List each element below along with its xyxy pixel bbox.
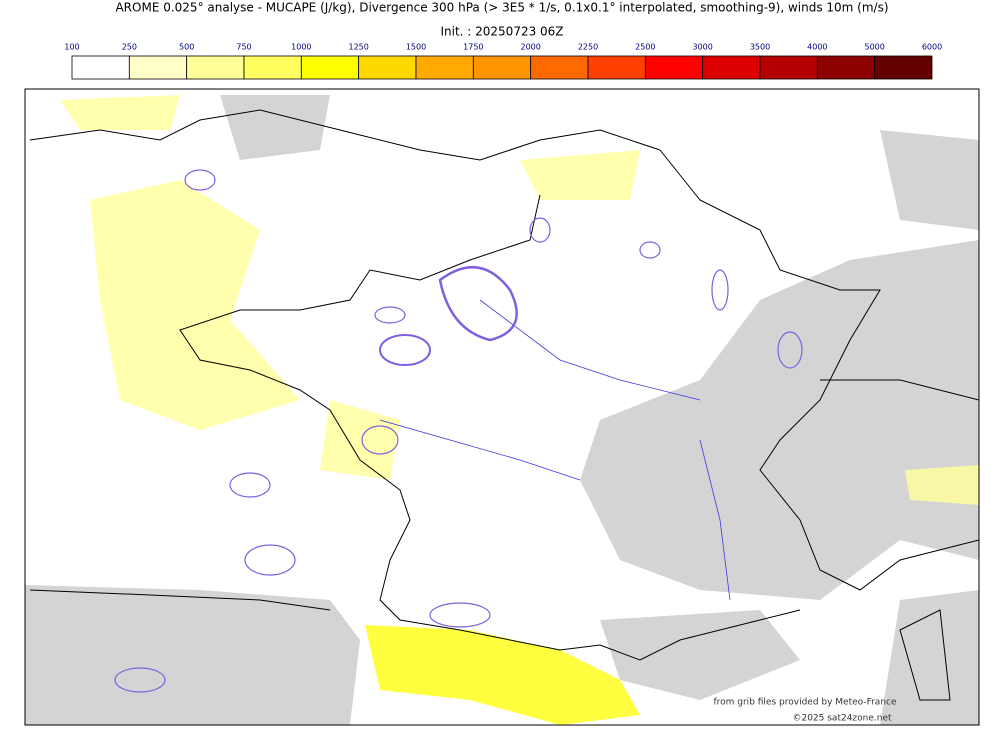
colorbar-segment [128, 55, 188, 80]
colorbar-tick-label: 100 [64, 43, 79, 52]
rivers [379, 299, 731, 601]
init-time: Init. : 20250723 06Z [440, 25, 563, 39]
copyright: ©2025 sat24zone.net [792, 714, 892, 724]
map-frame [24, 88, 980, 726]
title: AROME 0.025° analyse - MUCAPE (J/kg), Di… [115, 1, 888, 15]
colorbar-tick-label: 1500 [406, 43, 426, 52]
colorbar-tick-label: 2500 [635, 43, 655, 52]
cloud-cover [25, 95, 979, 725]
colorbar-tick-label: 500 [179, 43, 194, 52]
colorbar-segment [358, 55, 417, 80]
map [24, 88, 980, 726]
colorbar-tick-label: 1250 [348, 43, 368, 52]
colorbar-segment [243, 55, 302, 80]
colorbar-segment [587, 55, 646, 80]
cape-high [365, 625, 640, 725]
colorbar-segment [816, 55, 876, 80]
colorbar-tick-label: 1000 [291, 43, 311, 52]
colorbar-tick-label: 3500 [750, 43, 770, 52]
colorbar-segment [300, 55, 360, 80]
coastlines [29, 109, 979, 701]
cape-area [60, 95, 979, 505]
colorbar-segment [415, 55, 474, 80]
divergence-contours [114, 169, 803, 693]
colorbar: 100 250 500 750 1000 1250 1500 1750 2000 2250 2500… [64, 43, 942, 80]
colorbar-tick-label: 2000 [520, 43, 540, 52]
colorbar-tick-label: 5000 [864, 43, 884, 52]
colorbar-segment [874, 55, 933, 80]
colorbar-segment [71, 55, 130, 80]
colorbar-segment [472, 55, 532, 80]
colorbar-segment [702, 55, 761, 80]
colorbar-segment [759, 55, 818, 80]
colorbar-tick-label: 750 [236, 43, 251, 52]
colorbar-segment [530, 55, 589, 80]
colorbar-tick-label: 4000 [807, 43, 827, 52]
colorbar-tick-label: 250 [122, 43, 137, 52]
colorbar-tick-label: 6000 [922, 43, 942, 52]
source-credit: from grib files provided by Meteo-France [713, 698, 896, 708]
colorbar-segment [644, 55, 704, 80]
colorbar-tick-label: 1750 [463, 43, 483, 52]
colorbar-tick-label: 3000 [692, 43, 712, 52]
colorbar-tick-label: 2250 [578, 43, 598, 52]
colorbar-segment [186, 55, 245, 80]
